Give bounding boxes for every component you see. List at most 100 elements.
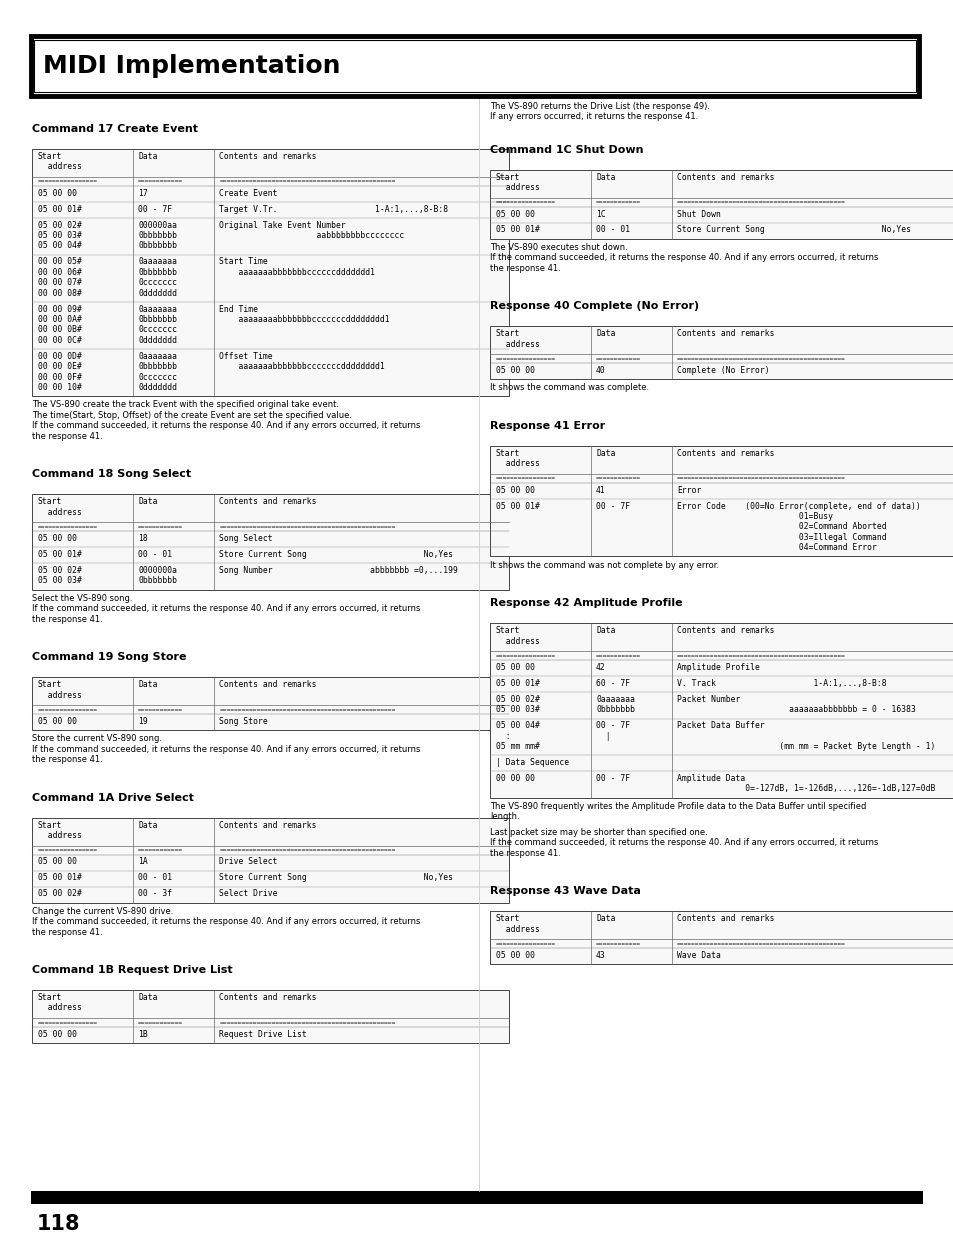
Text: 41: 41 <box>596 485 605 495</box>
Text: Command 19 Song Store: Command 19 Song Store <box>32 653 187 663</box>
Text: Request Drive List: Request Drive List <box>219 1030 307 1039</box>
Text: address: address <box>38 831 82 840</box>
Text: address: address <box>38 690 82 700</box>
Text: Start: Start <box>496 329 519 339</box>
Text: If the command succeeded, it returns the response 40. And if any errors occurred: If the command succeeded, it returns the… <box>32 604 420 613</box>
Text: ===============================================: ========================================… <box>219 707 395 712</box>
Text: ============: ============ <box>138 849 183 854</box>
Bar <box>32 494 509 589</box>
Text: the response 41.: the response 41. <box>32 755 103 764</box>
Text: Error Code    (00=No Error(complete, end of data)): Error Code (00=No Error(complete, end of… <box>677 501 920 510</box>
Text: Start: Start <box>496 172 519 181</box>
Text: ================: ================ <box>38 180 98 185</box>
Text: ================: ================ <box>496 357 556 362</box>
Text: 05 00 01#: 05 00 01# <box>496 679 539 688</box>
Text: ================: ================ <box>496 654 556 659</box>
Text: 0bbbbbbb: 0bbbbbbb <box>596 705 635 715</box>
Bar <box>490 326 952 380</box>
Text: 05 00 03#: 05 00 03# <box>38 576 82 586</box>
Text: 00 - 7F: 00 - 7F <box>138 205 172 213</box>
Text: Store Current Song                        No,Yes: Store Current Song No,Yes <box>219 550 453 558</box>
Text: 1C: 1C <box>596 210 605 218</box>
Bar <box>490 446 952 556</box>
Text: ============: ============ <box>138 1021 183 1026</box>
Text: 0bbbbbbb: 0bbbbbbb <box>138 315 177 324</box>
Text: The VS-890 returns the Drive List (the response 49).: The VS-890 returns the Drive List (the r… <box>490 102 710 110</box>
Text: address: address <box>496 459 539 468</box>
Text: MIDI Implementation: MIDI Implementation <box>43 53 340 78</box>
Text: 05 00 02#: 05 00 02# <box>38 890 82 898</box>
Bar <box>32 990 509 1042</box>
Text: Amplitude Data: Amplitude Data <box>677 774 744 783</box>
Text: 1A: 1A <box>138 858 148 866</box>
Text: Song Number                    abbbbbbb =0,...199: Song Number abbbbbbb =0,...199 <box>219 566 457 575</box>
Text: Data: Data <box>596 915 615 923</box>
Text: 05 00 01#: 05 00 01# <box>496 501 539 510</box>
Text: 42: 42 <box>596 663 605 671</box>
Text: ============: ============ <box>596 201 640 206</box>
Text: 0bbbbbbb: 0bbbbbbb <box>138 362 177 371</box>
Text: ============: ============ <box>596 357 640 362</box>
Text: 0aaaaaaa: 0aaaaaaa <box>138 304 177 314</box>
Text: 00 00 08#: 00 00 08# <box>38 289 82 298</box>
Text: 00 - 01: 00 - 01 <box>596 226 630 235</box>
Text: Contents and remarks: Contents and remarks <box>677 449 774 458</box>
Text: Command 18 Song Select: Command 18 Song Select <box>32 469 192 479</box>
Text: 00 00 00: 00 00 00 <box>496 774 535 783</box>
Text: Store Current Song                        No,Yes: Store Current Song No,Yes <box>677 226 910 235</box>
Text: Shut Down: Shut Down <box>677 210 720 218</box>
Text: Data: Data <box>138 680 157 689</box>
Text: ================: ================ <box>496 942 556 947</box>
Bar <box>32 149 509 396</box>
Text: Start: Start <box>38 151 62 161</box>
Bar <box>490 911 952 964</box>
Text: 00 00 0E#: 00 00 0E# <box>38 362 82 371</box>
Text: Contents and remarks: Contents and remarks <box>219 993 316 1001</box>
Text: Start: Start <box>38 820 62 829</box>
Text: address: address <box>496 184 539 192</box>
Text: ================: ================ <box>38 525 98 530</box>
Text: Drive Select: Drive Select <box>219 858 277 866</box>
Text: 05 00 04#: 05 00 04# <box>496 721 539 730</box>
Text: Contents and remarks: Contents and remarks <box>219 151 316 161</box>
Text: 0bbbbbbb: 0bbbbbbb <box>138 242 177 251</box>
Text: 00 - 01: 00 - 01 <box>138 550 172 558</box>
Text: 00 - 7F: 00 - 7F <box>596 501 630 510</box>
Text: 05 00 00: 05 00 00 <box>38 534 77 544</box>
Text: 0aaaaaaa: 0aaaaaaa <box>138 352 177 361</box>
Text: 05 00 01#: 05 00 01# <box>38 550 82 558</box>
Text: ===============================================: ========================================… <box>219 180 395 185</box>
Text: address: address <box>38 163 82 171</box>
Text: If the command succeeded, it returns the response 40. And if any errors occurred: If the command succeeded, it returns the… <box>490 839 878 848</box>
Text: Offset Time: Offset Time <box>219 352 273 361</box>
Text: =============================================: ========================================… <box>677 357 845 362</box>
Text: Data: Data <box>596 172 615 181</box>
Text: ============: ============ <box>138 180 183 185</box>
Text: 000000aa: 000000aa <box>138 221 177 230</box>
Text: Error: Error <box>677 485 700 495</box>
Text: If the command succeeded, it returns the response 40. And if any errors occurred: If the command succeeded, it returns the… <box>32 917 420 926</box>
Text: If the command succeeded, it returns the response 40. And if any errors occurred: If the command succeeded, it returns the… <box>32 745 420 753</box>
Text: 01=Busy: 01=Busy <box>677 513 832 521</box>
Text: End Time: End Time <box>219 304 258 314</box>
Text: Store the current VS-890 song.: Store the current VS-890 song. <box>32 735 162 743</box>
Text: 0aaaaaaa: 0aaaaaaa <box>138 257 177 267</box>
Text: Start: Start <box>38 498 62 506</box>
Text: 0000000a: 0000000a <box>138 566 177 575</box>
Text: If any errors occurred, it returns the response 41.: If any errors occurred, it returns the r… <box>490 112 698 122</box>
Text: address: address <box>496 637 539 645</box>
Text: 05 00 01#: 05 00 01# <box>38 874 82 882</box>
Text: 0ddddddd: 0ddddddd <box>138 289 177 298</box>
Text: 05 00 02#: 05 00 02# <box>496 695 539 704</box>
Text: ================: ================ <box>38 707 98 712</box>
Text: aaaaaaabbbbbbbccccccddddddd1: aaaaaaabbbbbbbccccccddddddd1 <box>219 268 375 277</box>
Text: 18: 18 <box>138 534 148 544</box>
Text: 05 00 00: 05 00 00 <box>38 858 77 866</box>
Text: Contents and remarks: Contents and remarks <box>677 627 774 635</box>
Text: 05 00 02#: 05 00 02# <box>38 566 82 575</box>
Text: Command 1A Drive Select: Command 1A Drive Select <box>32 793 194 803</box>
Text: Contents and remarks: Contents and remarks <box>219 820 316 829</box>
Text: 60 - 7F: 60 - 7F <box>596 679 630 688</box>
Text: :: : <box>496 732 510 741</box>
Text: If the command succeeded, it returns the response 40. And if any errors occurred: If the command succeeded, it returns the… <box>32 422 420 431</box>
